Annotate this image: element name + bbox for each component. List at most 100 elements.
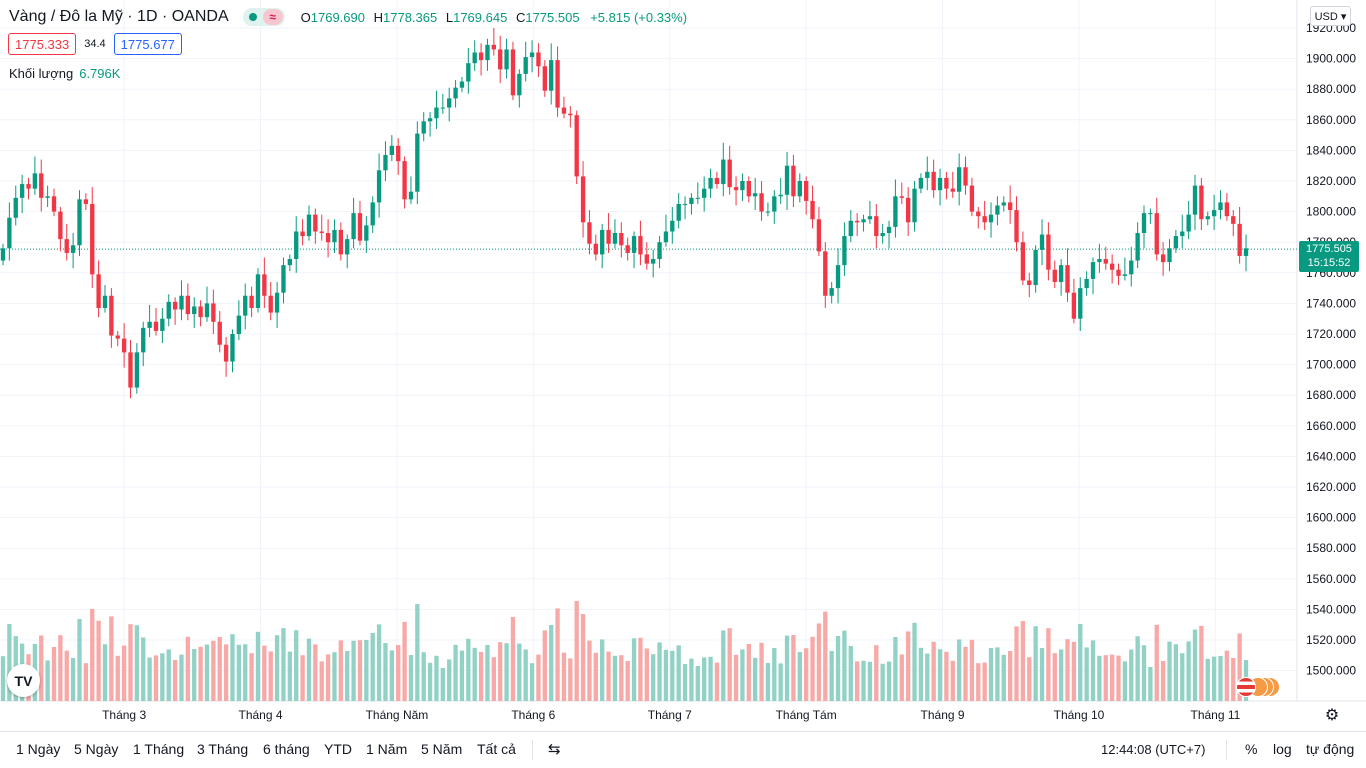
volume-bar [389, 650, 395, 701]
range-ytd-button[interactable]: YTD [324, 741, 352, 757]
volume-bar [670, 650, 675, 701]
market-status[interactable]: ≈ [242, 8, 285, 26]
volume-bar [115, 655, 120, 701]
candle-body [842, 236, 847, 266]
range-5d-button[interactable]: 5 Ngày [74, 741, 119, 757]
date-range-icon[interactable]: ⇆ [548, 741, 561, 758]
volume-bar [510, 617, 516, 701]
candle-body [580, 176, 586, 223]
candle-body [332, 229, 337, 243]
candle-body [765, 211, 771, 213]
volume-legend[interactable]: Khối lượng 6.796K [9, 66, 120, 81]
candle-body [689, 197, 694, 204]
candle-body [549, 60, 554, 91]
volume-bar [249, 653, 254, 701]
candle-body [899, 196, 904, 198]
volume-bar [523, 649, 528, 701]
volume-bar [306, 638, 312, 701]
volume-bar [453, 644, 458, 701]
candle-body [134, 352, 140, 388]
candle-body [153, 321, 159, 331]
volume-bar [893, 637, 898, 701]
candle-body [727, 159, 732, 188]
volume-bar [274, 635, 280, 701]
candle-body [0, 248, 6, 261]
candle-body [383, 154, 388, 171]
time-tick-label: Tháng 11 [1190, 708, 1240, 722]
range-1d-button[interactable]: 1 Ngày [16, 741, 61, 757]
range-all-button[interactable]: Tất cả [477, 741, 516, 757]
volume-bar [466, 638, 471, 701]
candle-body [1109, 263, 1115, 270]
volume-bar [351, 640, 356, 701]
volume-bar [1046, 628, 1051, 701]
candle-body [255, 274, 261, 308]
volume-bar [1065, 639, 1070, 701]
currency-dropdown[interactable]: USD ▾ [1310, 6, 1351, 26]
volume-bar [1084, 647, 1089, 701]
candle-body [90, 203, 95, 275]
range-6m-button[interactable]: 6 tháng [263, 741, 310, 757]
candle-body [778, 194, 783, 197]
volume-bar [408, 655, 414, 701]
volume-bar [294, 630, 299, 701]
percent-scale-toggle[interactable]: % [1245, 741, 1258, 757]
candle-body [905, 197, 911, 223]
range-3m-button[interactable]: 3 Tháng [197, 741, 249, 757]
volume-bar [217, 637, 222, 701]
candle-body [1129, 260, 1134, 275]
candle-body [587, 222, 592, 244]
sell-price-button[interactable]: 1775.333 [8, 33, 77, 55]
volume-bar [109, 616, 114, 701]
volume-bar [963, 646, 968, 701]
auto-scale-toggle[interactable]: tự động [1306, 741, 1355, 757]
volume-bar [867, 661, 873, 701]
candle-body [529, 52, 535, 58]
candle-body [485, 44, 490, 61]
volume-bar [243, 644, 248, 701]
candle-body [676, 203, 681, 221]
range-1m-button[interactable]: 1 Tháng [133, 741, 185, 757]
candle-body [421, 121, 426, 134]
candle-body [791, 165, 796, 197]
volume-bar [657, 642, 662, 701]
range-1y-button[interactable]: 1 Năm [366, 741, 408, 757]
candle-body [816, 219, 822, 252]
buy-price-button[interactable]: 1775.677 [113, 33, 182, 55]
volume-bar [83, 663, 89, 701]
economic-events[interactable] [1236, 677, 1286, 699]
candle-body [574, 115, 579, 177]
candle-body [682, 203, 688, 205]
settings-gear-icon[interactable]: ⚙ [1324, 707, 1340, 724]
volume-bar [223, 644, 229, 701]
volume-bar [447, 659, 452, 701]
candle-body [695, 197, 700, 199]
candle-body [1001, 202, 1006, 206]
candle-body [223, 344, 229, 362]
candle-body [568, 113, 573, 116]
volume-bar [772, 648, 777, 701]
symbol-title[interactable]: Vàng / Đô la Mỹ · 1D · OANDA [9, 8, 229, 25]
candle-body [1122, 274, 1128, 276]
price-chart[interactable]: 1920.0001900.0001880.0001860.0001840.000… [0, 0, 1366, 731]
volume-bar [1052, 653, 1057, 701]
candle-body [172, 301, 178, 310]
volume-bar [874, 645, 879, 701]
candle-body [886, 226, 892, 234]
candle-body [491, 44, 496, 50]
range-5y-button[interactable]: 5 Năm [421, 741, 463, 757]
volume-bar [631, 638, 637, 701]
tradingview-logo[interactable]: TV [7, 664, 40, 697]
timezone-clock[interactable]: 12:44:08 (UTC+7) [1101, 742, 1206, 757]
volume-bar [1129, 649, 1134, 701]
volume-bar [504, 643, 509, 701]
candle-body [1071, 292, 1077, 319]
price-tick-label: 1740.000 [1306, 296, 1356, 310]
price-tick-label: 1800.000 [1306, 205, 1356, 219]
candle-body [459, 81, 465, 88]
candle-body [338, 229, 344, 255]
us-flag-icon[interactable] [1236, 677, 1256, 697]
price-tick-label: 1880.000 [1306, 82, 1356, 96]
log-scale-toggle[interactable]: log [1273, 741, 1292, 757]
candle-body [96, 274, 101, 308]
